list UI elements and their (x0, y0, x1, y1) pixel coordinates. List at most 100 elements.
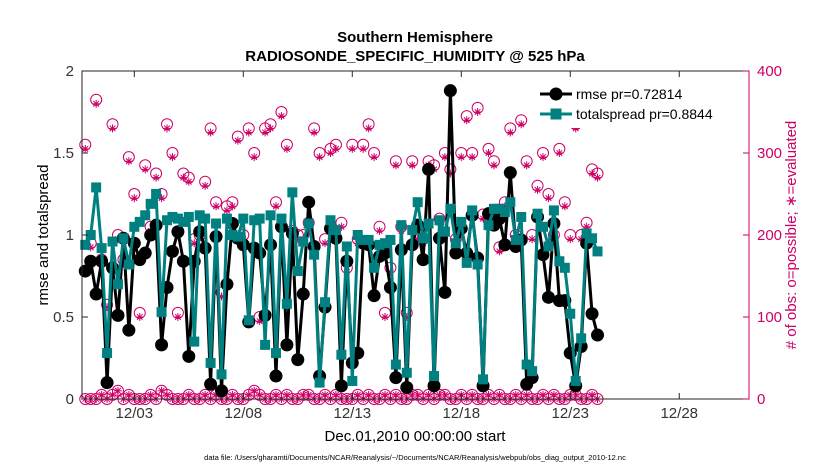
evaluated-low-marker (321, 390, 330, 399)
evaluated-marker (364, 124, 373, 133)
totalspread-point (194, 210, 205, 221)
evaluated-low-marker-stroke (321, 391, 329, 399)
evaluated-marker (528, 235, 537, 244)
evaluated-low-marker (244, 390, 253, 399)
evaluated-marker-stroke (545, 194, 552, 202)
evaluated-low-marker (124, 390, 133, 399)
totalspread-point (112, 279, 123, 290)
y2-tick-label: 100 (757, 309, 782, 326)
rmse-point (427, 379, 441, 393)
evaluated-marker (484, 149, 493, 157)
evaluated-marker-stroke (381, 313, 389, 321)
evaluated-low-marker-stroke (125, 391, 133, 399)
evaluated-low-marker-stroke (436, 391, 443, 399)
evaluated-marker (228, 202, 237, 211)
evaluated-low-marker-stroke (332, 391, 340, 399)
evaluated-marker-stroke (567, 235, 574, 243)
totalspread-point (336, 349, 347, 360)
evaluated-marker-stroke (360, 145, 367, 153)
totalspread-point (510, 234, 521, 245)
totalspread-point (151, 189, 162, 199)
chart-title: Southern Hemisphere (337, 29, 493, 46)
legend: rmse pr=0.72814 totalspread pr=0.8844 (536, 80, 736, 128)
evaluated-marker (593, 173, 602, 182)
totalspread-point (145, 198, 156, 209)
evaluated-low-marker (495, 390, 504, 399)
totalspread-point (494, 203, 505, 214)
totalspread-point (576, 333, 587, 344)
evaluated-low-marker-stroke (272, 391, 280, 399)
evaluated-marker-stroke (588, 170, 596, 177)
totalspread-point (276, 213, 287, 224)
evaluated-marker (212, 202, 221, 211)
evaluated-marker-stroke (131, 194, 138, 202)
evaluated-marker-stroke (441, 153, 449, 161)
totalspread-point (227, 230, 238, 240)
evaluated-low-marker-stroke (572, 391, 579, 399)
evaluated-marker-stroke (409, 162, 416, 169)
evaluated-marker (266, 124, 275, 133)
evaluated-marker (462, 116, 471, 125)
evaluated-marker-stroke (523, 162, 530, 169)
evaluated-marker (282, 144, 291, 153)
rmse-point (443, 84, 457, 98)
evaluated-marker-stroke (163, 125, 171, 132)
evaluated-marker-stroke (594, 174, 601, 181)
possible-low-marker (111, 384, 124, 397)
evaluated-marker-stroke (376, 227, 383, 235)
evaluated-low-marker-stroke (409, 391, 416, 399)
rmse-point (400, 381, 414, 395)
totalspread-point (499, 207, 510, 218)
rmse-point (296, 287, 310, 301)
totalspread-point (281, 298, 292, 309)
totalspread-point (483, 220, 494, 231)
totalspread-point (341, 241, 352, 252)
totalspread-point (445, 203, 456, 214)
evaluated-marker (533, 185, 542, 194)
evaluated-low-marker (108, 390, 117, 399)
evaluated-marker (244, 128, 253, 137)
evaluated-marker (473, 108, 482, 116)
evaluated-marker (506, 128, 515, 137)
evaluated-marker (124, 157, 133, 166)
evaluated-low-marker (484, 390, 493, 399)
evaluated-marker (135, 313, 144, 321)
evaluated-low-marker (255, 390, 264, 399)
totalspread-point (456, 216, 467, 227)
x-tick-label: 12/08 (225, 405, 263, 422)
evaluated-low-marker (282, 390, 291, 399)
totalspread-point (123, 259, 134, 270)
rmse-point (176, 254, 190, 268)
evaluated-low-marker-stroke (485, 391, 492, 399)
totalspread-point (516, 211, 527, 222)
rmse-point (334, 379, 348, 393)
evaluated-low-marker-stroke (229, 391, 236, 399)
evaluated-marker-stroke (223, 207, 231, 214)
legend-spread-label: totalspread pr=0.8844 (576, 106, 713, 122)
evaluated-marker (179, 173, 188, 182)
totalspread-point (347, 375, 358, 386)
totalspread-point (472, 259, 483, 270)
totalspread-point (369, 262, 380, 273)
evaluated-low-marker (511, 390, 520, 399)
totalspread-point (592, 246, 603, 257)
rmse-point (144, 228, 158, 242)
rmse-point (138, 246, 152, 260)
evaluated-low-marker (364, 390, 373, 399)
totalspread-point (450, 238, 461, 249)
rmse-point (269, 369, 283, 383)
y2-tick-label: 300 (757, 145, 782, 162)
totalspread-point (162, 215, 173, 226)
evaluated-marker (310, 128, 319, 137)
evaluated-marker (250, 153, 259, 162)
totalspread-point (211, 218, 222, 229)
y2-tick-label: 400 (757, 63, 782, 80)
totalspread-point (254, 213, 265, 224)
totalspread-point (80, 239, 91, 250)
evaluated-marker (222, 206, 231, 215)
evaluated-marker-stroke (191, 240, 198, 247)
evaluated-marker-stroke (267, 125, 274, 132)
evaluated-low-marker (228, 390, 237, 399)
totalspread-point (221, 213, 232, 224)
rmse-point (215, 384, 229, 398)
